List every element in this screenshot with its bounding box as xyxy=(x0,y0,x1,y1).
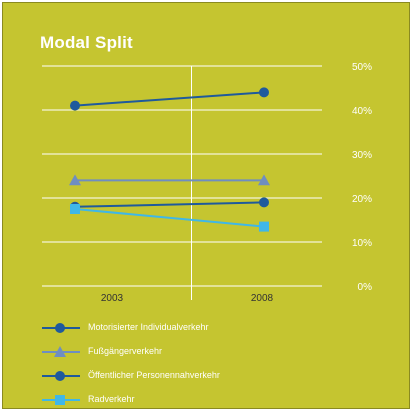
y-tick-label: 30% xyxy=(352,150,372,161)
data-point xyxy=(259,197,269,208)
y-tick-label: 40% xyxy=(352,106,372,117)
chart-legend: Motorisierter Individualverkehr Fußgänger… xyxy=(40,318,400,414)
series-line xyxy=(74,208,265,228)
legend-item: Motorisierter Individualverkehr xyxy=(40,318,400,342)
data-point xyxy=(259,221,269,232)
data-point xyxy=(259,87,269,98)
data-point xyxy=(258,174,270,186)
legend-swatch xyxy=(42,371,80,381)
legend-item: Fußgängerverkehr xyxy=(40,342,400,366)
legend-label: Motorisierter Individualverkehr xyxy=(88,322,209,332)
y-tick-label: 50% xyxy=(352,62,372,73)
series-line xyxy=(74,201,265,208)
y-tick-label: 10% xyxy=(352,238,372,249)
legend-item: Radverkehr xyxy=(40,390,400,414)
legend-label: Fußgängerverkehr xyxy=(88,346,163,356)
y-tick-label: 20% xyxy=(352,194,372,205)
x-tick-label: 2008 xyxy=(251,293,274,304)
legend-swatch xyxy=(42,395,80,405)
y-tick-label: 0% xyxy=(358,282,373,293)
chart-title: Modal Split xyxy=(40,33,133,52)
data-point xyxy=(70,204,80,214)
x-tick-label: 2003 xyxy=(101,293,124,304)
legend-item: Öffentlicher Personennahverkehr xyxy=(40,366,400,390)
data-point xyxy=(70,100,80,111)
series-line xyxy=(74,91,265,107)
data-point xyxy=(69,174,81,186)
legend-label: Radverkehr xyxy=(88,394,135,404)
legend-swatch xyxy=(42,323,80,333)
legend-label: Öffentlicher Personennahverkehr xyxy=(88,370,220,380)
legend-swatch xyxy=(42,346,80,357)
